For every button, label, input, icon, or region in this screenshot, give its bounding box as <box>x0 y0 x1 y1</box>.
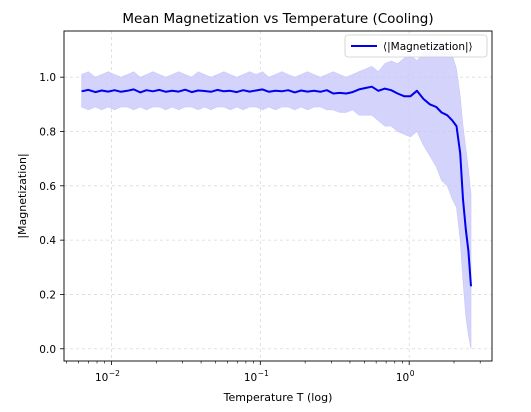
x-axis-label: Temperature T (log) <box>223 391 333 404</box>
legend-label: ⟨|Magnetization|⟩ <box>383 41 473 53</box>
series-lines <box>81 85 472 287</box>
y-tick-label: 0.0 <box>39 344 56 356</box>
axes-frame <box>63 30 493 362</box>
y-tick-label: 1.0 <box>39 72 56 84</box>
series-line <box>81 85 472 287</box>
y-tick-label: 0.4 <box>39 235 56 247</box>
series-band <box>81 41 472 349</box>
y-tick-label: 0.6 <box>39 181 56 193</box>
uncertainty-bands <box>81 41 472 349</box>
legend: ⟨|Magnetization|⟩ <box>344 34 488 58</box>
y-tick-label: 0.8 <box>39 126 56 138</box>
x-tick-exponent: −1 <box>258 369 269 378</box>
x-tick-exponent: −2 <box>109 369 120 378</box>
y-tick-label: 0.2 <box>39 289 56 301</box>
legend-box <box>344 34 488 58</box>
x-tick-exponent: 0 <box>410 369 415 378</box>
chart-title: Mean Magnetization vs Temperature (Cooli… <box>122 11 433 27</box>
y-axis-label: |Magnetization| <box>16 153 29 238</box>
